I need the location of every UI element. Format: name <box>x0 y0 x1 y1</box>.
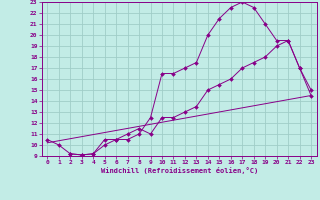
X-axis label: Windchill (Refroidissement éolien,°C): Windchill (Refroidissement éolien,°C) <box>100 167 258 174</box>
